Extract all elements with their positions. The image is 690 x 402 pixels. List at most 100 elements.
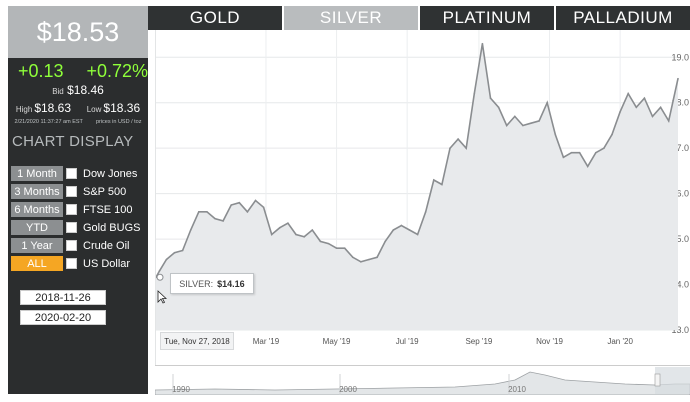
sidebar: $18.53 +0.13 +0.72% Bid $18.46 High $18.6… (8, 6, 148, 394)
checkbox-icon[interactable] (66, 222, 77, 233)
end-date-input[interactable]: 2020-02-20 (20, 310, 106, 325)
navigator-tick-label: 2010 (508, 385, 526, 394)
hover-marker (156, 273, 164, 281)
mouse-cursor-icon (157, 290, 167, 304)
price-point (457, 138, 459, 140)
bid-row: Bid $18.46 (8, 83, 148, 97)
price-chart-svg[interactable]: 13.0 14.0 15.0 16.0 17.0 18.0 19.0 Mar '19 May '… (156, 30, 690, 365)
tab-gold[interactable]: GOLD (148, 6, 282, 30)
navigator-selection (655, 367, 690, 394)
metal-tabs: GOLD SILVER PLATINUM PALLADIUM (148, 6, 690, 30)
overlay-dow-jones[interactable]: Dow Jones (66, 166, 137, 181)
price-point (441, 183, 443, 186)
crosshair-date-label: Tue, Nov 27, 2018 (160, 332, 234, 350)
y-tick-label: 17.0 (671, 143, 689, 153)
overlay-label: Dow Jones (83, 167, 138, 180)
range-6-months-button[interactable]: 6 Months (11, 202, 63, 217)
units-note: prices in USD / toz (95, 119, 142, 125)
checkbox-icon[interactable] (66, 204, 77, 215)
price-point (677, 77, 679, 80)
price-point (343, 247, 346, 249)
price-point (319, 240, 322, 243)
navigator-handle (654, 373, 661, 387)
price-point (173, 251, 176, 254)
price-point (416, 233, 419, 236)
price-point (238, 201, 241, 204)
x-tick-label: Jul '19 (396, 337, 419, 346)
bid-label: Bid (52, 87, 64, 96)
price-point (327, 242, 330, 245)
price-point (643, 97, 646, 99)
price-area (156, 43, 678, 330)
current-price: $18.53 (8, 6, 148, 58)
range-1-month-button[interactable]: 1 Month (11, 166, 63, 181)
start-date-input[interactable]: 2018-11-26 (20, 290, 106, 305)
checkbox-icon[interactable] (66, 168, 77, 179)
navigator-svg[interactable]: 1990 2000 2010 (155, 366, 690, 395)
range-1-year-button[interactable]: 1 Year (11, 238, 63, 253)
price-point (189, 229, 192, 231)
checkbox-icon[interactable] (66, 240, 77, 251)
change-row: +0.13 +0.72% (8, 61, 148, 82)
overlay-gold-bugs[interactable]: Gold BUGS (66, 220, 140, 235)
navigator-tick-label: 2000 (339, 385, 357, 394)
low-value: $18.36 (103, 101, 141, 115)
price-chart[interactable]: 13.0 14.0 15.0 16.0 17.0 18.0 19.0 Mar '19 May '… (155, 30, 690, 365)
x-tick-label: Mar '19 (253, 337, 280, 346)
overlay-us-dollar[interactable]: US Dollar (66, 256, 130, 271)
y-tick-label: 13.0 (671, 325, 689, 335)
overlay-label: US Dollar (83, 257, 131, 270)
timestamp-row: 2/21/2020 11:37:27 am EST prices in USD … (8, 119, 148, 125)
price-point (165, 258, 168, 261)
price-point (611, 133, 613, 136)
tab-silver[interactable]: SILVER (284, 6, 418, 30)
price-point (384, 240, 386, 243)
tab-platinum[interactable]: PLATINUM (420, 6, 554, 30)
navigator[interactable]: 1990 2000 2010 (155, 365, 690, 395)
y-tick-label: 14.0 (671, 280, 689, 290)
checkbox-icon[interactable] (66, 258, 77, 269)
price-point (570, 151, 573, 154)
chart-display-title: CHART DISPLAY (12, 133, 134, 150)
price-point (659, 106, 662, 109)
price-point (335, 247, 338, 249)
x-tick-label: May '19 (323, 337, 351, 346)
price-point (530, 122, 532, 124)
price-point (449, 147, 451, 149)
price-point (360, 261, 362, 263)
price-point (635, 106, 638, 109)
price-point (505, 124, 508, 127)
price-point (368, 258, 370, 261)
price-point (262, 206, 265, 209)
tooltip-value: $14.16 (217, 278, 245, 289)
price-point (651, 115, 654, 118)
low-label: Low (86, 105, 102, 114)
price-point (351, 256, 354, 259)
change-value: +0.13 (18, 61, 64, 81)
high-low-row: High $18.63 Low $18.36 (8, 101, 148, 115)
price-point (538, 120, 540, 122)
overlay-sp500[interactable]: S&P 500 (66, 184, 126, 199)
range-all-button[interactable]: ALL (11, 256, 63, 271)
price-point (246, 211, 249, 213)
price-point (295, 233, 297, 236)
price-tooltip: SILVER: $14.16 (170, 273, 254, 294)
price-point (667, 120, 670, 122)
price-point (473, 92, 476, 95)
tab-palladium[interactable]: PALLADIUM (556, 6, 690, 30)
price-point (627, 92, 630, 95)
price-point (595, 151, 597, 154)
y-tick-label: 15.0 (671, 234, 689, 244)
overlay-ftse100[interactable]: FTSE 100 (66, 202, 133, 217)
y-tick-label: 19.0 (671, 52, 689, 62)
price-point (230, 204, 233, 206)
price-point (603, 147, 605, 149)
price-point (408, 229, 411, 231)
checkbox-icon[interactable] (66, 186, 77, 197)
price-point (270, 233, 273, 236)
range-3-months-button[interactable]: 3 Months (11, 184, 63, 199)
overlay-crude-oil[interactable]: Crude Oil (66, 238, 129, 253)
x-tick-label: Nov '19 (536, 337, 563, 346)
overlay-label: Crude Oil (83, 239, 130, 252)
range-ytd-button[interactable]: YTD (11, 220, 63, 235)
